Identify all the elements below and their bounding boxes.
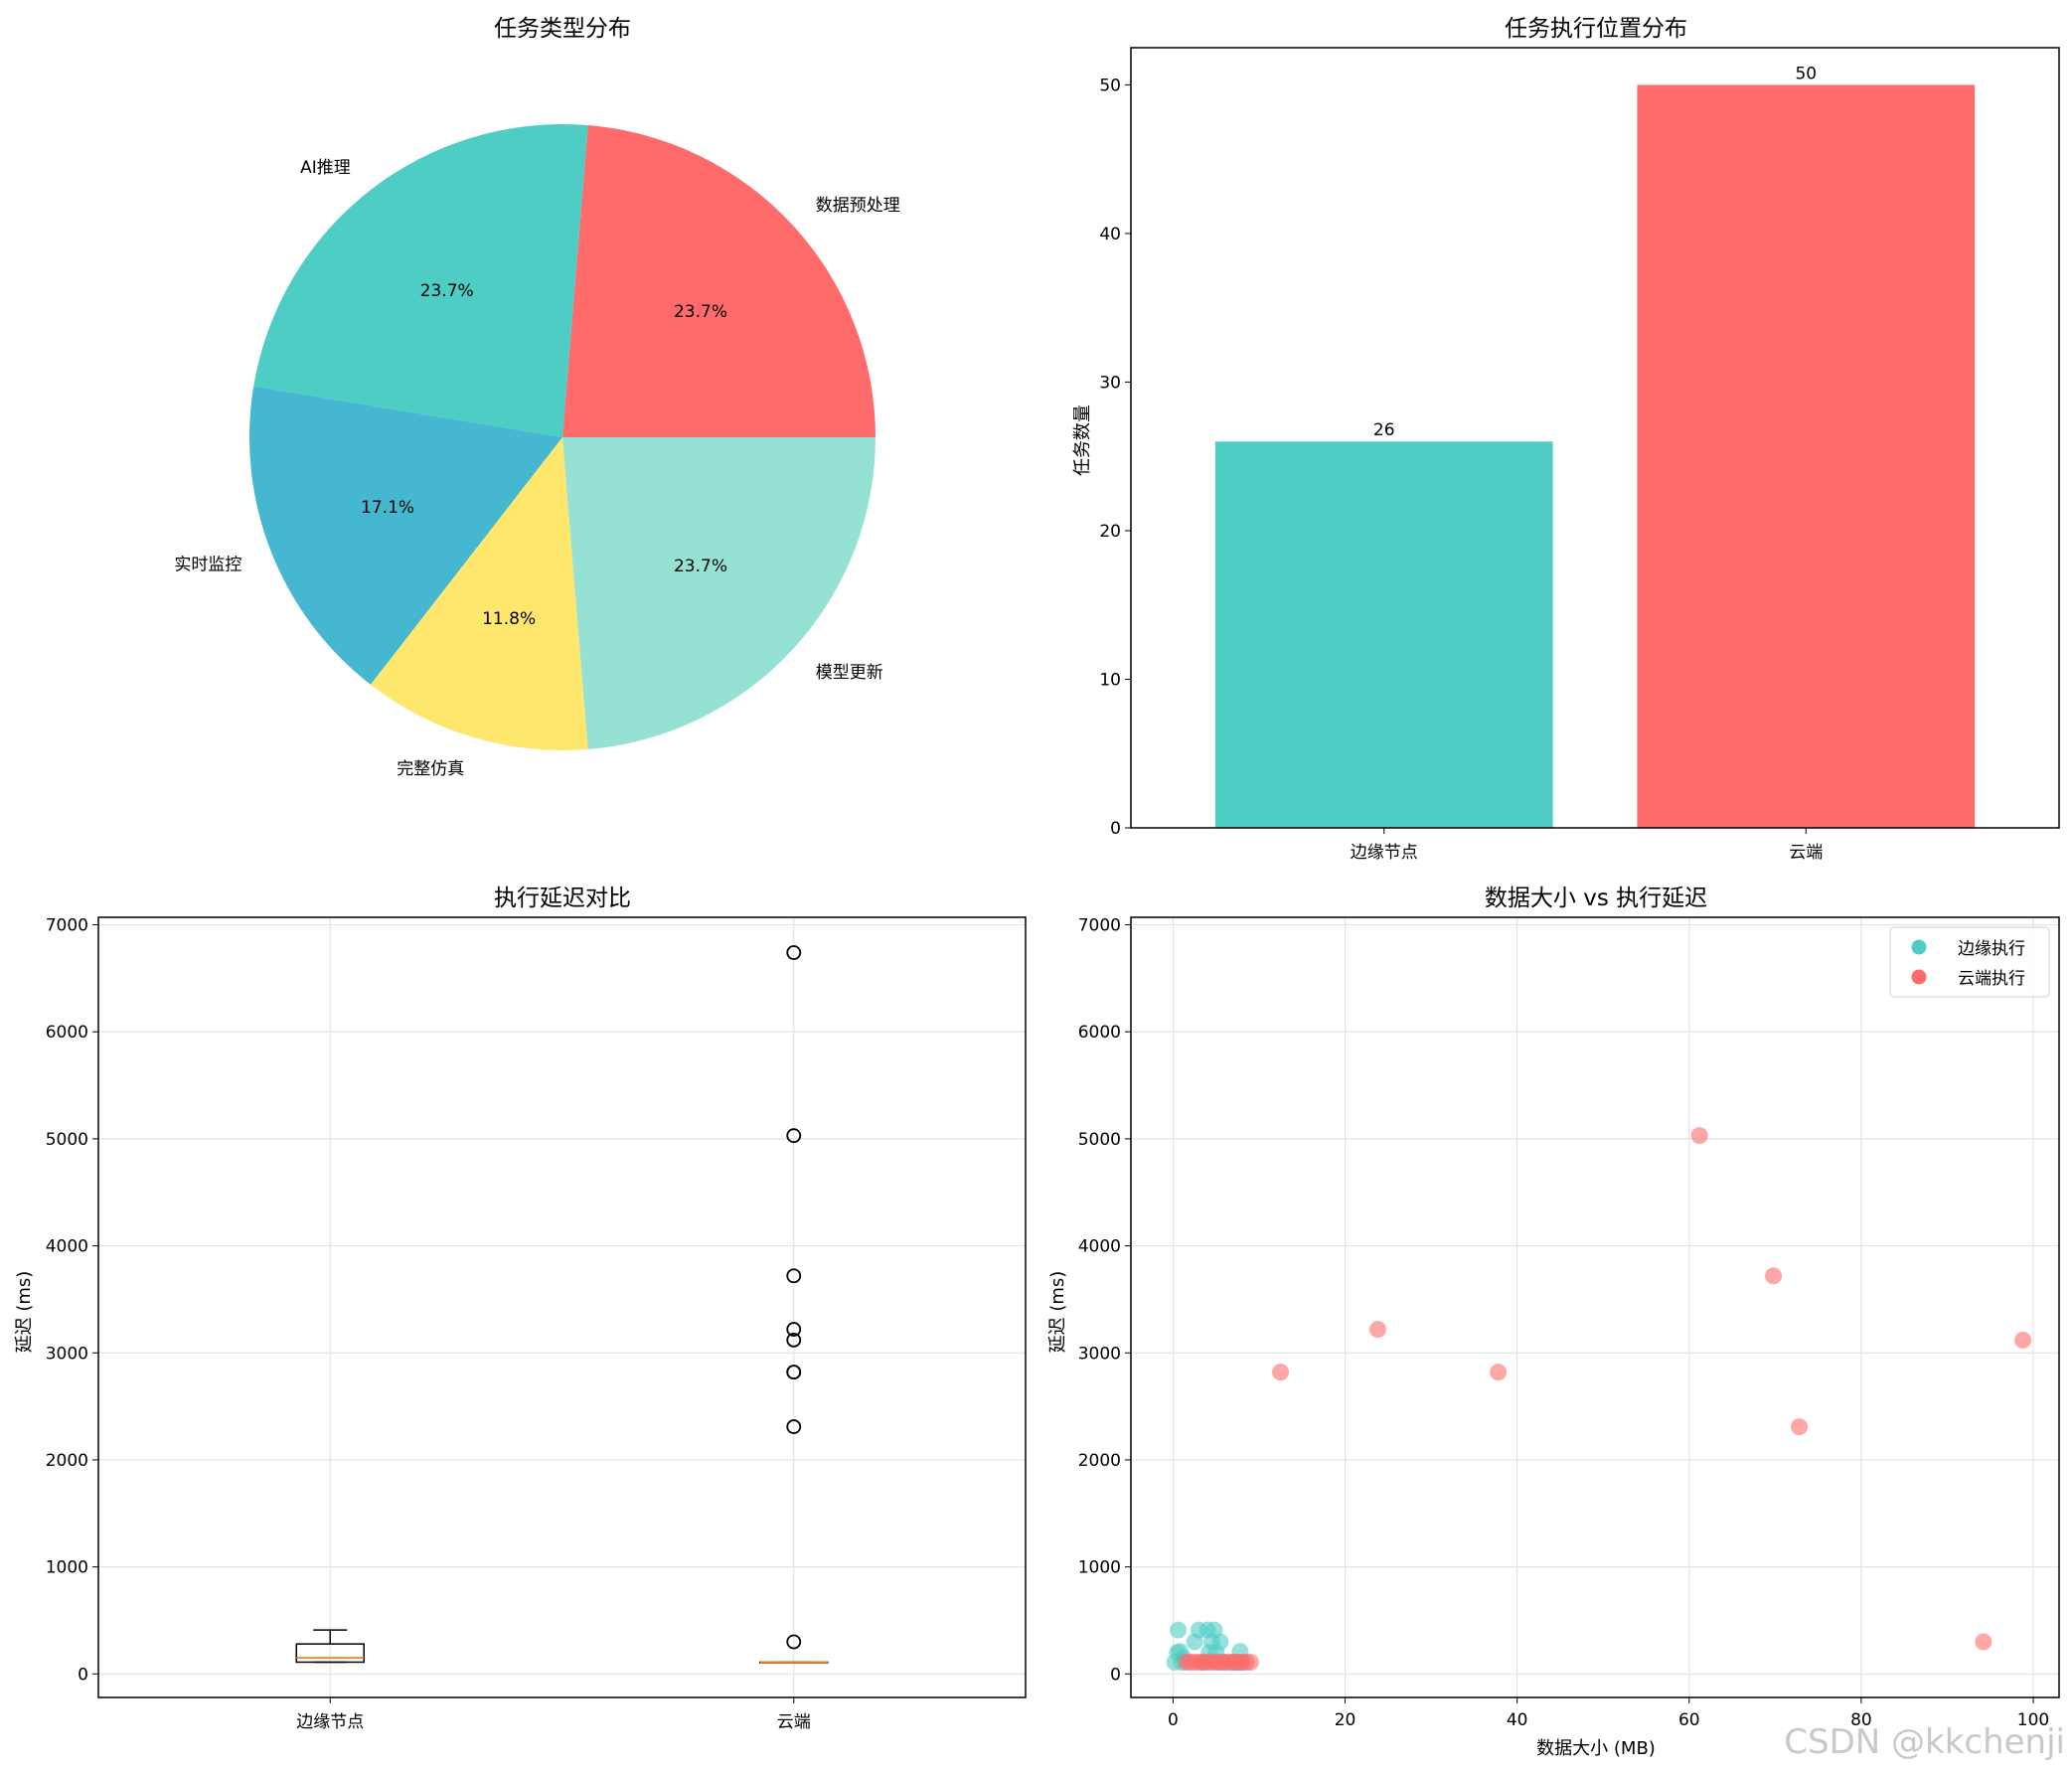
scatter-point <box>1975 1633 1992 1651</box>
x-tick-label: 80 <box>1850 1710 1872 1730</box>
bar-ylabel: 任务数量 <box>1072 404 1093 476</box>
x-tick-label: 云端 <box>777 1712 811 1732</box>
scatter-point <box>1241 1653 1259 1671</box>
y-tick-label: 7000 <box>46 916 88 936</box>
scatter-point <box>1368 1321 1386 1339</box>
pie-slice-label: AI推理 <box>300 158 351 178</box>
y-tick-label: 0 <box>78 1665 88 1685</box>
pie-slice <box>249 386 562 685</box>
y-tick-label: 1000 <box>1078 1558 1121 1578</box>
box-outlier <box>786 1332 802 1348</box>
box-outlier <box>786 945 802 960</box>
pie-slice <box>562 437 876 749</box>
y-tick-label: 10 <box>1099 670 1121 690</box>
scatter-ylabel: 延迟 (ms) <box>1047 1271 1068 1354</box>
scatter-xlabel: 数据大小 (MB) <box>1536 1738 1656 1759</box>
legend-marker <box>1911 939 1927 955</box>
pie-panel: 任务类型分布 数据预处理 23.7% AI推理 23.7% 实时监控 17.1% 完整仿真 1… <box>174 16 899 779</box>
pie-slice <box>370 437 588 750</box>
scatter-point <box>2014 1331 2032 1349</box>
scatter-point <box>1170 1621 1188 1639</box>
scatter-title: 数据大小 vs 执行延迟 <box>1485 886 1707 911</box>
pie-slice-label: 数据预处理 <box>816 196 900 216</box>
y-tick-label: 6000 <box>46 1023 88 1043</box>
box-outlier <box>786 1268 802 1284</box>
y-tick-label: 1000 <box>46 1558 88 1578</box>
legend-label: 边缘执行 <box>1958 939 2025 959</box>
pie-labels: 数据预处理 23.7% AI推理 23.7% 实时监控 17.1% 完整仿真 11.8% 模型更… <box>174 158 899 779</box>
y-tick-label: 2000 <box>1078 1451 1121 1471</box>
box-outlier <box>786 1128 802 1144</box>
pie-pct-label: 17.1% <box>361 498 414 518</box>
pie-slice-label: 模型更新 <box>816 663 883 683</box>
bar-panel: 任务执行位置分布 26 边缘节点 50 云端 0 10 20 30 40 50 任务数量 <box>1072 16 2060 863</box>
x-tick-label: 60 <box>1678 1710 1700 1730</box>
y-tick-label: 5000 <box>46 1130 88 1150</box>
y-tick-label: 0 <box>1110 819 1121 839</box>
x-tick-label: 40 <box>1507 1710 1528 1730</box>
scatter-axes-frame <box>1130 916 2060 1698</box>
y-tick-label: 2000 <box>46 1451 88 1471</box>
y-tick-label: 4000 <box>46 1237 88 1257</box>
scatter-point <box>1765 1267 1783 1285</box>
pie-pct-label: 11.8% <box>482 609 536 629</box>
bar-value-label: 50 <box>1795 64 1817 83</box>
bar <box>1214 441 1553 828</box>
y-tick-label: 5000 <box>1078 1130 1121 1150</box>
box-panel: 执行延迟对比 边缘节点 云端 0 1000 2000 3000 4000 5000 6000 70… <box>14 886 1027 1732</box>
legend-label: 云端执行 <box>1958 969 2025 989</box>
pie-slice-label: 完整仿真 <box>397 759 464 779</box>
scatter-point <box>1490 1364 1508 1381</box>
legend-marker <box>1911 969 1927 985</box>
box-plot-area: 边缘节点 云端 0 1000 2000 3000 4000 5000 6000 7000 <box>46 916 1027 1732</box>
y-tick-label: 6000 <box>1078 1023 1121 1043</box>
x-tick-label: 边缘节点 <box>296 1712 364 1732</box>
bar-value-label: 26 <box>1373 420 1395 440</box>
bar-plot-area: 26 边缘节点 50 云端 0 10 20 30 40 50 <box>1099 47 2060 863</box>
scatter-point <box>1272 1364 1290 1381</box>
pie-slice <box>253 123 588 437</box>
scatter-point <box>1211 1633 1229 1651</box>
y-tick-label: 0 <box>1110 1665 1121 1685</box>
pie-pct-label: 23.7% <box>674 557 727 576</box>
y-tick-label: 7000 <box>1078 916 1121 936</box>
box-title: 执行延迟对比 <box>494 886 631 911</box>
y-tick-label: 3000 <box>1078 1344 1121 1364</box>
scatter-point <box>1690 1127 1708 1145</box>
x-tick-label: 20 <box>1335 1710 1356 1730</box>
x-tick-label: 边缘节点 <box>1351 843 1418 863</box>
box-ylabel: 延迟 (ms) <box>14 1271 35 1354</box>
y-tick-label: 20 <box>1099 522 1121 542</box>
box-outlier <box>786 1322 802 1337</box>
y-tick-label: 30 <box>1099 373 1121 393</box>
bar-title: 任务执行位置分布 <box>1505 16 1687 42</box>
x-tick-label: 云端 <box>1789 843 1823 863</box>
bar-axes-frame <box>1130 47 2060 829</box>
pie-slice-label: 实时监控 <box>174 556 241 575</box>
y-tick-label: 3000 <box>46 1344 88 1364</box>
pie-pct-label: 23.7% <box>674 302 727 322</box>
x-tick-label: 0 <box>1168 1710 1179 1730</box>
watermark: CSDN @kkchenji <box>1784 1722 2065 1762</box>
box-body <box>295 1643 365 1664</box>
legend-frame <box>1889 926 2050 998</box>
pie-slice <box>562 125 876 437</box>
bar <box>1637 84 1976 828</box>
y-tick-label: 4000 <box>1078 1237 1121 1257</box>
box-outlier <box>786 1634 802 1650</box>
pie-pct-label: 23.7% <box>420 281 474 301</box>
scatter-panel: 数据大小 vs 执行延迟 0 20 40 60 80 100010002000300040… <box>1047 886 2060 1759</box>
scatter-point <box>1791 1418 1809 1436</box>
box-outlier <box>786 1365 802 1380</box>
x-tick-label: 100 <box>2017 1710 2049 1730</box>
box-axes-frame <box>97 916 1027 1698</box>
y-tick-label: 40 <box>1099 225 1121 244</box>
box-outlier <box>786 1419 802 1434</box>
pie-title: 任务类型分布 <box>494 16 631 42</box>
y-tick-label: 50 <box>1099 76 1121 95</box>
scatter-plot-area: 0 20 40 60 80 1000100020003000400050006000700… <box>1078 916 2060 1730</box>
pie-slices <box>249 123 876 750</box>
